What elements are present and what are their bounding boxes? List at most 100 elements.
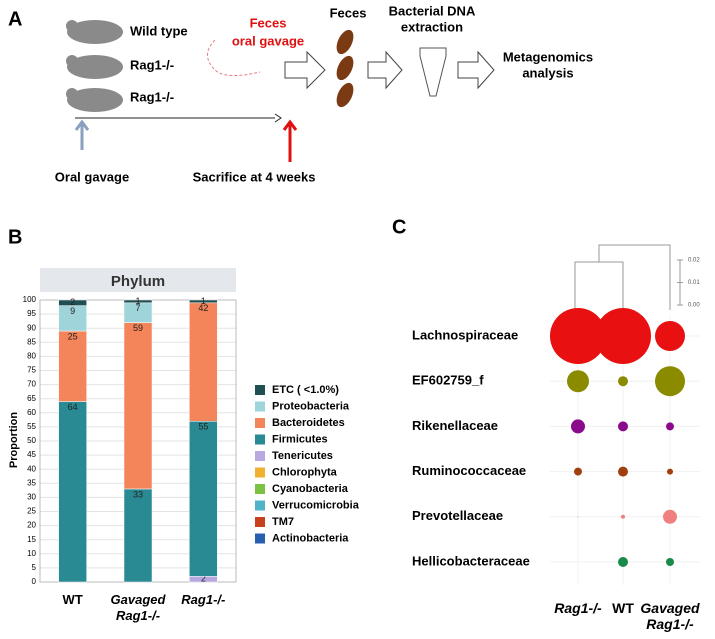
column-label: Gavaged Rag1-/- bbox=[640, 600, 700, 632]
panel-label: C bbox=[392, 216, 406, 238]
y-tick-label: 100 bbox=[23, 295, 37, 304]
legend-swatch bbox=[255, 467, 265, 478]
step-label: Feces bbox=[330, 5, 367, 20]
bubble bbox=[577, 516, 579, 518]
bubble bbox=[574, 467, 582, 476]
bubble bbox=[618, 466, 628, 477]
legend-swatch bbox=[255, 500, 265, 511]
y-tick-label: 95 bbox=[27, 309, 36, 318]
chart-header bbox=[40, 268, 236, 292]
legend-swatch bbox=[255, 533, 265, 544]
feces-icons bbox=[336, 29, 354, 108]
bar-segment bbox=[189, 421, 218, 577]
step-label: Metagenomics bbox=[503, 49, 593, 64]
x-tick-label: WT bbox=[62, 592, 83, 607]
y-tick-label: 90 bbox=[27, 323, 36, 332]
bubble bbox=[618, 557, 628, 567]
data-label: 59 bbox=[133, 323, 143, 333]
row-label: Ruminococcaceae bbox=[412, 463, 526, 478]
legend-swatch bbox=[255, 401, 265, 412]
data-label: 1 bbox=[201, 296, 206, 306]
y-tick-label: 20 bbox=[27, 521, 36, 530]
column-label: Rag1-/- bbox=[554, 600, 602, 616]
bar-segment bbox=[123, 322, 153, 490]
legend-swatch bbox=[255, 484, 265, 494]
y-tick-label: 40 bbox=[27, 464, 36, 473]
bar-segment bbox=[123, 488, 153, 583]
bar-segment bbox=[58, 305, 87, 332]
gavage-note: oral gavage bbox=[232, 33, 304, 48]
column-label: WT bbox=[612, 600, 634, 616]
row-label: EF602759_f bbox=[412, 373, 484, 388]
legend-label: Firmicutes bbox=[272, 433, 328, 445]
legend-swatch bbox=[255, 434, 265, 445]
bar-segment bbox=[58, 299, 87, 306]
mouse-icons bbox=[66, 20, 123, 112]
gavage-note: Feces bbox=[250, 15, 287, 30]
y-tick-label: 30 bbox=[27, 493, 36, 502]
data-label: 25 bbox=[68, 331, 78, 341]
y-tick-label: 70 bbox=[27, 380, 36, 389]
step-label: Bacterial DNA bbox=[389, 3, 476, 18]
tube-icon bbox=[419, 47, 447, 97]
bubble bbox=[666, 558, 674, 566]
x-tick-label: Gavaged Rag1-/- bbox=[110, 592, 166, 623]
scale-label: 0.02 bbox=[688, 258, 700, 264]
bubble bbox=[667, 468, 673, 475]
y-tick-label: 0 bbox=[32, 577, 37, 586]
start-arrow bbox=[74, 119, 90, 150]
panel-label: B bbox=[8, 226, 22, 248]
end-arrow bbox=[282, 119, 298, 162]
y-tick-label: 35 bbox=[27, 478, 36, 487]
data-label: 33 bbox=[133, 489, 143, 499]
y-tick-label: 75 bbox=[27, 366, 36, 375]
y-tick-label: 65 bbox=[27, 394, 36, 403]
legend-label: Bacteroidetes bbox=[272, 417, 345, 429]
legend-label: ETC ( <1.0%) bbox=[272, 384, 339, 396]
data-label: 9 bbox=[70, 306, 75, 316]
mouse-label: Wild type bbox=[130, 23, 188, 38]
step-label: extraction bbox=[401, 19, 463, 34]
data-label: 1 bbox=[135, 296, 140, 306]
y-tick-label: 15 bbox=[27, 535, 36, 544]
legend-swatch bbox=[255, 385, 265, 395]
y-tick-label: 45 bbox=[27, 450, 36, 459]
bubble bbox=[663, 509, 677, 524]
bar-segment bbox=[58, 401, 87, 583]
gavage-arrow bbox=[207, 39, 261, 76]
dendrogram bbox=[574, 244, 671, 318]
legend-swatch bbox=[255, 418, 265, 428]
bubble bbox=[550, 308, 606, 364]
bubble bbox=[621, 514, 625, 519]
mouse-label: Rag1-/- bbox=[130, 57, 174, 72]
data-label: 2 bbox=[201, 574, 206, 584]
y-tick-label: 5 bbox=[32, 563, 37, 572]
bubble bbox=[666, 422, 674, 431]
panel-label: A bbox=[8, 8, 22, 30]
legend-label: TM7 bbox=[272, 516, 294, 528]
y-axis-label: Proportion bbox=[8, 412, 20, 468]
chart-title: Phylum bbox=[111, 273, 165, 290]
data-label: 7 bbox=[135, 303, 140, 313]
data-label: 2 bbox=[70, 297, 75, 307]
legend-swatch bbox=[255, 451, 265, 461]
time-label: Sacrifice at 4 weeks bbox=[193, 169, 316, 184]
data-label: 42 bbox=[198, 303, 208, 313]
legend-label: Actinobacteria bbox=[272, 532, 349, 544]
row-label: Prevotellaceae bbox=[412, 508, 503, 523]
y-tick-label: 60 bbox=[27, 408, 36, 417]
legend-label: Chlorophyta bbox=[272, 466, 338, 478]
row-label: Rikenellaceae bbox=[412, 418, 498, 433]
legend-label: Verrucomicrobia bbox=[272, 499, 360, 511]
bubble bbox=[571, 419, 585, 434]
bar-segment bbox=[189, 302, 218, 422]
bubble bbox=[618, 376, 628, 387]
data-label: 55 bbox=[198, 422, 208, 432]
bubble bbox=[595, 308, 651, 364]
legend-label: Proteobacteria bbox=[272, 400, 350, 412]
y-tick-label: 25 bbox=[27, 507, 36, 516]
legend-swatch bbox=[255, 517, 265, 527]
bar-segment bbox=[189, 299, 218, 304]
